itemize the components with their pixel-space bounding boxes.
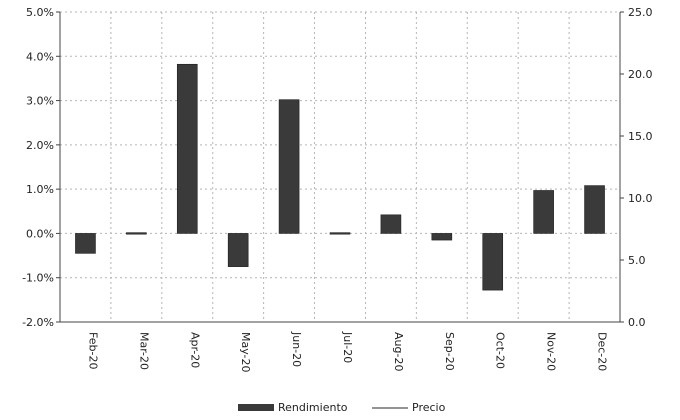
- gridlines: [60, 11, 620, 322]
- bar-jun-20: [278, 99, 300, 234]
- bar-mar-20: [126, 232, 147, 235]
- bar-jul-20: [329, 232, 351, 235]
- bar-dec-20: [584, 185, 605, 234]
- x-tick-label: Nov-20: [545, 332, 558, 371]
- y-right-tick-label: 20.0: [628, 68, 653, 81]
- x-tick-label: Dec-20: [596, 332, 609, 371]
- bar-may-20: [227, 233, 249, 267]
- y-axis-right-ticks: 0.0 5.0 10.0 15.0 20.0 25.0: [620, 6, 653, 329]
- x-tick-label: Mar-20: [137, 332, 150, 370]
- y-left-tick-label: 1.0%: [26, 183, 54, 196]
- y-right-tick-label: 25.0: [628, 6, 653, 19]
- bar-aug-20: [380, 214, 402, 234]
- x-tick-label: Jun-20: [290, 331, 303, 367]
- y-left-tick-label: -1.0%: [22, 272, 54, 285]
- bar-oct-20: [482, 233, 504, 291]
- legend-label-rendimiento: Rendimiento: [278, 401, 348, 414]
- y-right-tick-label: 15.0: [628, 130, 653, 143]
- x-tick-label: May-20: [239, 332, 252, 373]
- x-tick-label: Aug-20: [392, 332, 405, 371]
- bar-nov-20: [533, 190, 554, 234]
- legend-swatch-rendimiento: [238, 404, 274, 411]
- y-axis-left-ticks: -2.0% -1.0% 0.0% 1.0% 2.0% 3.0% 4.0% 5.0%: [22, 6, 54, 329]
- bar-feb-20: [75, 233, 96, 254]
- y-right-tick-label: 0.0: [628, 316, 646, 329]
- bar-apr-20: [176, 63, 198, 234]
- bars: [75, 63, 605, 291]
- legend: Rendimiento Precio: [238, 401, 446, 414]
- x-axis-ticks: Feb-20 Mar-20 Apr-20 May-20 Jun-20 Jul-20 Aug-…: [86, 331, 608, 373]
- bar-sep-20: [431, 233, 453, 241]
- y-right-tick-label: 10.0: [628, 192, 653, 205]
- y-left-tick-label: 3.0%: [26, 95, 54, 108]
- x-tick-label: Apr-20: [188, 332, 201, 368]
- legend-label-precio: Precio: [412, 401, 446, 414]
- y-left-tick-label: 2.0%: [26, 139, 54, 152]
- x-tick-label: Jul-20: [341, 331, 354, 363]
- x-tick-label: Sep-20: [443, 332, 456, 371]
- y-left-tick-label: 5.0%: [26, 6, 54, 19]
- y-left-tick-label: -2.0%: [22, 316, 54, 329]
- y-left-tick-label: 4.0%: [26, 50, 54, 63]
- x-tick-label: Feb-20: [86, 332, 99, 369]
- y-right-tick-label: 5.0: [628, 254, 646, 267]
- x-tick-label: Oct-20: [494, 332, 507, 369]
- axes: [56, 11, 621, 323]
- y-left-tick-label: 0.0%: [26, 227, 54, 240]
